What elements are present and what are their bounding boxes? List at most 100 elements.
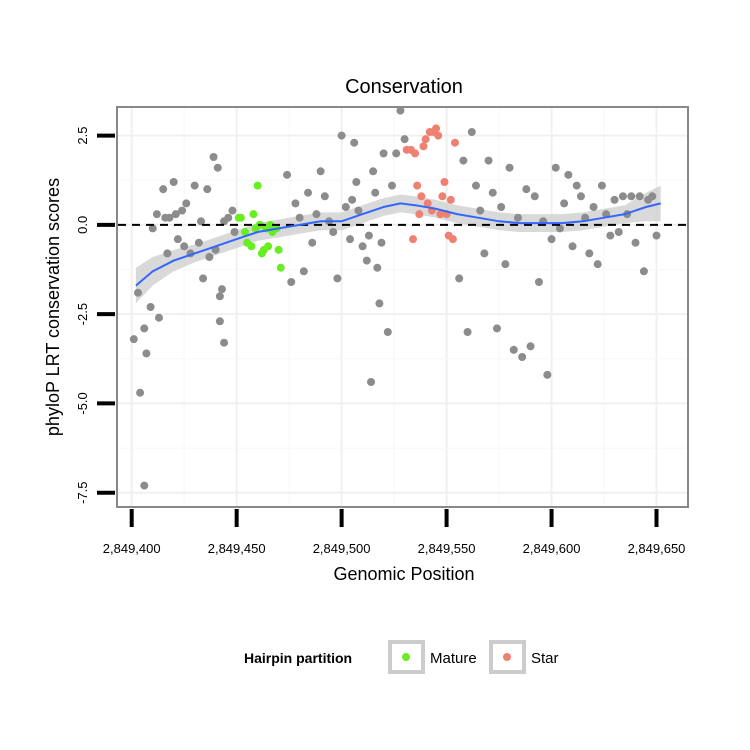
point-other: [534, 278, 543, 286]
point-other: [463, 328, 472, 336]
point-other: [171, 210, 180, 219]
x-tick-label: 2,849,400: [103, 541, 161, 556]
point-star: [421, 135, 430, 144]
point-other: [606, 231, 615, 240]
point-other: [564, 170, 573, 179]
point-other: [173, 235, 182, 244]
point-other: [377, 238, 386, 247]
point-star: [446, 195, 455, 204]
point-other: [337, 131, 346, 140]
point-other: [354, 206, 363, 215]
point-other: [140, 481, 149, 490]
point-other: [369, 167, 378, 176]
point-other: [316, 167, 325, 176]
point-other: [133, 288, 142, 297]
legend-item-star: Star: [489, 640, 559, 674]
point-other: [352, 178, 361, 186]
point-mature: [249, 210, 258, 219]
point-other: [618, 192, 627, 201]
smooth-line: [135, 202, 661, 287]
point-other: [484, 156, 493, 165]
x-axis: 2,849,400 2,849,450 2,849,500 2,849,550 2,84…: [103, 509, 686, 556]
point-mature: [276, 263, 285, 272]
point-other: [375, 299, 384, 308]
point-other: [576, 192, 585, 201]
x-tick-label: 2,849,600: [523, 541, 581, 556]
point-other: [154, 313, 163, 322]
point-other: [459, 156, 468, 165]
point-star: [436, 210, 445, 219]
point-other: [455, 274, 464, 283]
point-star: [408, 235, 417, 244]
point-other: [220, 338, 229, 347]
point-other: [215, 292, 224, 301]
point-other: [614, 228, 623, 236]
point-other: [308, 238, 317, 247]
point-other: [526, 342, 535, 351]
point-other: [597, 181, 606, 190]
point-other: [476, 206, 485, 215]
point-other: [295, 213, 304, 222]
point-other: [367, 378, 376, 386]
point-other: [560, 199, 569, 208]
legend-label-star: Star: [531, 650, 559, 667]
point-other: [392, 149, 401, 158]
point-other: [350, 138, 359, 147]
point-other: [329, 228, 338, 236]
legend-item-mature: Mature: [388, 640, 477, 674]
point-other: [509, 345, 518, 354]
point-other: [230, 228, 239, 236]
point-other: [190, 181, 199, 190]
point-other: [180, 242, 189, 251]
point-star: [438, 192, 447, 201]
chart-title: Conservation: [345, 76, 463, 98]
point-other: [400, 135, 409, 144]
point-other: [287, 278, 296, 286]
point-other: [593, 260, 602, 269]
data-points: [129, 106, 661, 490]
point-star: [450, 138, 459, 147]
point-mature: [266, 220, 275, 229]
point-star: [419, 142, 428, 151]
point-other: [312, 210, 321, 219]
point-other: [224, 213, 233, 222]
point-other: [373, 263, 382, 272]
y-tick-label: 0.0: [75, 216, 90, 234]
point-mature: [247, 242, 256, 251]
point-other: [518, 353, 527, 361]
point-other: [631, 238, 640, 247]
legend-swatch-mature: [402, 653, 410, 661]
point-other: [488, 188, 497, 197]
point-mature: [264, 242, 273, 251]
point-other: [467, 128, 476, 136]
y-tick-label: -7.5: [75, 482, 90, 504]
point-star: [432, 124, 441, 133]
point-other: [501, 260, 510, 269]
legend: Hairpin partition Mature Star: [244, 640, 559, 674]
y-tick-label: -2.5: [75, 303, 90, 325]
x-tick-label: 2,849,650: [628, 541, 686, 556]
point-other: [358, 242, 367, 251]
confidence-ribbon: [135, 185, 661, 304]
point-other: [199, 274, 208, 283]
point-other: [215, 317, 224, 326]
x-tick-label: 2,849,450: [208, 541, 266, 556]
point-other: [396, 106, 405, 115]
y-axis: -7.5 -5.0 -2.5 0.0 2.5: [75, 127, 115, 504]
x-tick-label: 2,849,550: [418, 541, 476, 556]
x-axis-label: Genomic Position: [333, 564, 474, 584]
point-other: [652, 231, 661, 240]
point-other: [152, 210, 161, 219]
point-other: [547, 235, 556, 244]
point-other: [213, 163, 222, 172]
confidence-band: [135, 185, 661, 304]
point-other: [148, 224, 157, 233]
point-other: [194, 238, 203, 247]
point-other: [341, 203, 350, 211]
point-other: [568, 242, 577, 251]
legend-label-mature: Mature: [430, 650, 477, 667]
point-other: [383, 328, 392, 336]
point-other: [182, 199, 191, 208]
point-other: [471, 181, 480, 190]
